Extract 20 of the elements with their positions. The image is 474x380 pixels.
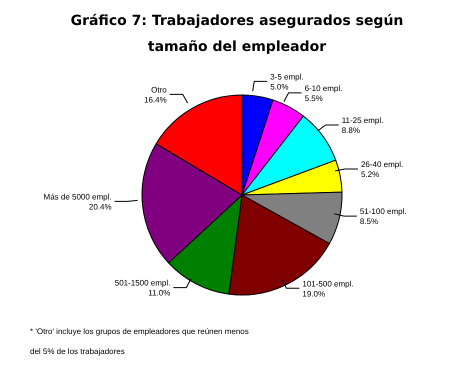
data-label: 19.0% — [302, 289, 326, 298]
data-label: 8.5% — [360, 217, 378, 226]
slice-label: Más de 5000 empl. — [44, 192, 112, 202]
data-label: 20.4% — [88, 202, 112, 212]
slice-label: 501-1500 empl. — [114, 278, 170, 288]
slice-label: Otro — [151, 85, 168, 94]
slice-label: 6-10 empl. — [304, 84, 342, 93]
slice-label: 51-100 empl. — [360, 207, 407, 216]
data-label: 16.4% — [144, 95, 167, 104]
data-label: 5.2% — [360, 170, 380, 180]
slice-label: 11-25 empl. — [342, 116, 384, 125]
data-label: 8.8% — [342, 126, 360, 135]
slice-label: 101-500 empl. — [302, 279, 354, 288]
data-label: 5.0% — [270, 82, 288, 92]
slice-label: 26-40 empl. — [360, 160, 404, 170]
slice-label: 3-5 empl. — [270, 72, 304, 82]
data-label: 11.0% — [148, 288, 170, 298]
data-label: 5.5% — [304, 94, 323, 103]
chart-title: Gráfico 7: Trabajadores asegurados según tamaño del empleador — [70, 12, 404, 57]
text: * 'Otro' incluye los grupos de empleadores que reúnen menos del 5% de los trabajadores — [30, 327, 249, 356]
